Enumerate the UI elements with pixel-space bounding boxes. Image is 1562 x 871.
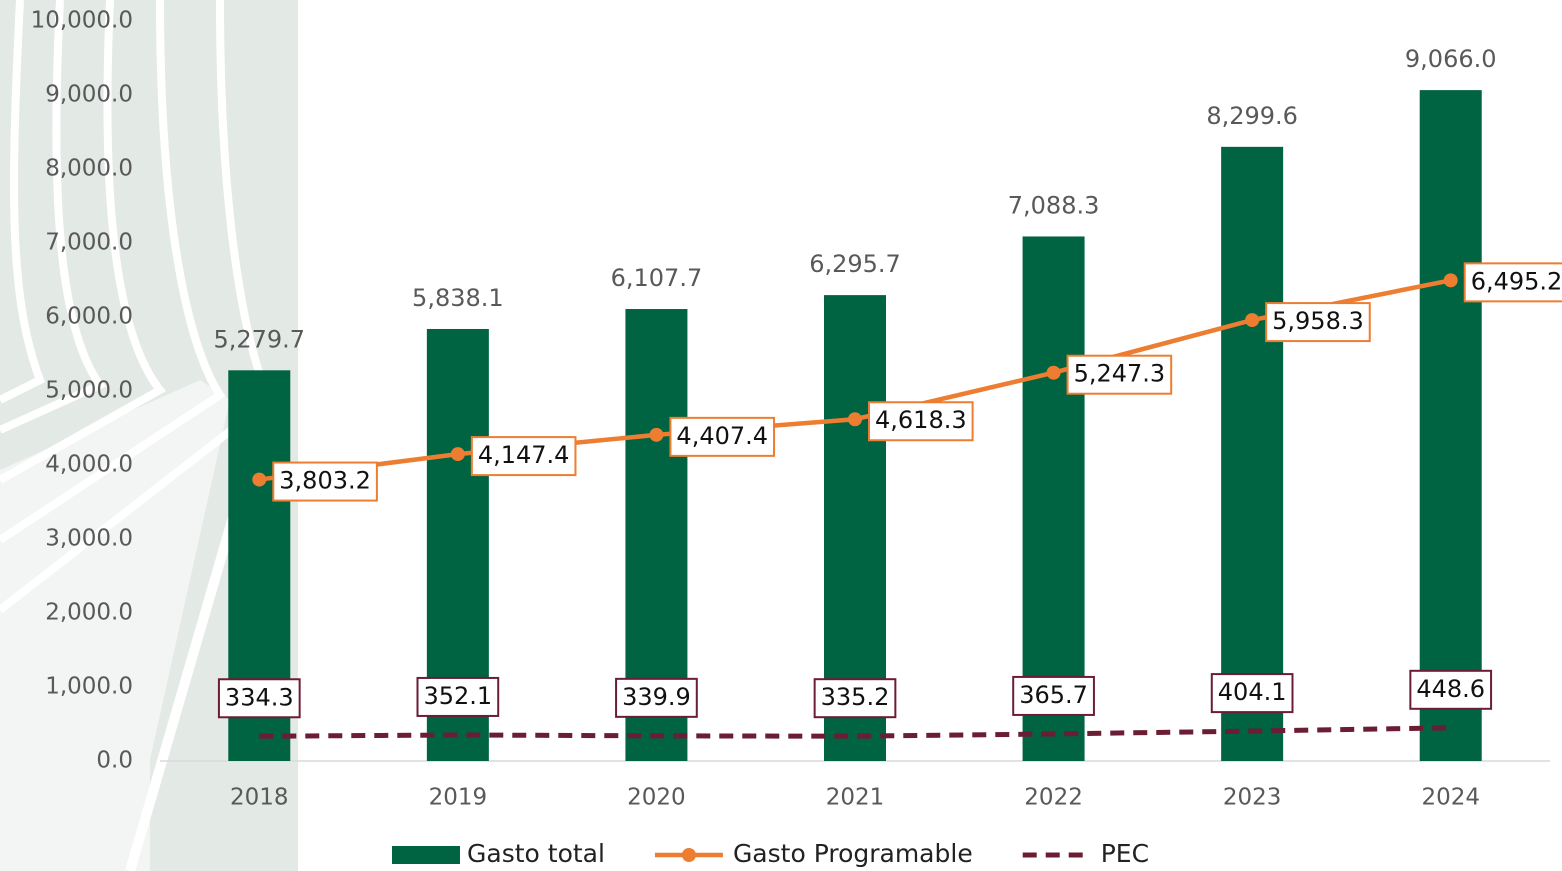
x-tick-label: 2022 bbox=[1024, 785, 1083, 811]
y-tick-label: 9,000.0 bbox=[45, 82, 133, 108]
bar-value-label: 8,299.6 bbox=[1206, 102, 1298, 130]
bar bbox=[1419, 90, 1482, 762]
bar-value-label: 6,107.7 bbox=[611, 264, 703, 292]
data-label-text: 5,958.3 bbox=[1272, 307, 1364, 335]
data-label: 334.3 bbox=[217, 678, 301, 719]
label-box bbox=[1463, 262, 1562, 303]
y-tick-label: 8,000.0 bbox=[45, 156, 133, 182]
line bbox=[259, 725, 1451, 739]
y-tick-label: 7,000.0 bbox=[45, 230, 133, 256]
data-label-text: 334.3 bbox=[225, 683, 294, 711]
bar-value-label: 6,295.7 bbox=[809, 250, 901, 278]
y-tick-label: 10,000.0 bbox=[31, 8, 133, 34]
data-label: 4,618.3 bbox=[868, 401, 974, 442]
data-label-text: 448.6 bbox=[1416, 675, 1485, 703]
data-label: 4,407.4 bbox=[669, 416, 776, 457]
line-point bbox=[450, 447, 465, 462]
line-point bbox=[1046, 365, 1061, 380]
data-label-text: 4,618.3 bbox=[875, 406, 967, 434]
label-box bbox=[868, 401, 974, 442]
data-label-text: 6,495.2 bbox=[1471, 267, 1562, 295]
bar bbox=[1221, 146, 1284, 762]
legend-marker bbox=[681, 848, 696, 862]
legend-label: PEC bbox=[1101, 839, 1149, 868]
legend-label: Gasto total bbox=[467, 839, 605, 868]
data-label-text: 4,407.4 bbox=[676, 422, 768, 450]
x-tick-label: 2020 bbox=[627, 785, 686, 811]
data-label-text: 4,147.4 bbox=[478, 441, 570, 469]
label-box bbox=[272, 461, 378, 502]
data-label: 5,247.3 bbox=[1066, 354, 1173, 395]
label-box bbox=[217, 678, 301, 719]
bar-value-label: 9,066.0 bbox=[1405, 45, 1497, 73]
y-tick-label: 6,000.0 bbox=[45, 304, 133, 330]
y-tick-label: 2,000.0 bbox=[45, 600, 133, 626]
data-label-text: 404.1 bbox=[1218, 678, 1287, 706]
label-box bbox=[1210, 673, 1294, 714]
line-point bbox=[252, 472, 267, 487]
x-tick-label: 2021 bbox=[826, 785, 885, 811]
x-tick-label: 2023 bbox=[1223, 785, 1282, 811]
label-box bbox=[470, 436, 577, 477]
data-label: 352.1 bbox=[416, 676, 500, 717]
data-label: 6,495.2 bbox=[1463, 262, 1562, 303]
data-label: 335.2 bbox=[813, 678, 897, 719]
line-point bbox=[649, 427, 664, 442]
data-label-text: 5,247.3 bbox=[1074, 360, 1166, 388]
bar-value-label: 5,838.1 bbox=[412, 284, 504, 312]
data-label-text: 365.7 bbox=[1019, 681, 1088, 709]
data-label: 339.9 bbox=[615, 677, 698, 718]
bar bbox=[1022, 236, 1085, 761]
label-box bbox=[1012, 675, 1095, 716]
label-box bbox=[416, 676, 500, 717]
data-label: 3,803.2 bbox=[272, 461, 378, 502]
label-box bbox=[1265, 302, 1371, 343]
label-box bbox=[1409, 669, 1493, 710]
line-point bbox=[1443, 273, 1458, 288]
label-box bbox=[615, 677, 698, 718]
bar-value-label: 5,279.7 bbox=[213, 325, 305, 353]
y-tick-label: 5,000.0 bbox=[45, 378, 133, 404]
y-tick-label: 3,000.0 bbox=[45, 526, 133, 552]
x-tick-label: 2024 bbox=[1421, 785, 1480, 811]
data-label: 365.7 bbox=[1012, 675, 1095, 716]
data-label: 404.1 bbox=[1210, 673, 1294, 714]
line-point bbox=[1245, 313, 1260, 328]
data-label-text: 3,803.2 bbox=[279, 467, 371, 495]
data-label-text: 339.9 bbox=[622, 683, 691, 711]
x-tick-label: 2018 bbox=[230, 785, 289, 811]
label-box bbox=[813, 678, 897, 719]
data-label: 448.6 bbox=[1409, 669, 1493, 710]
line-point bbox=[848, 412, 862, 427]
data-label: 5,958.3 bbox=[1265, 302, 1371, 343]
label-box bbox=[669, 416, 776, 457]
y-tick-label: 1,000.0 bbox=[45, 674, 133, 700]
x-tick-label: 2019 bbox=[429, 785, 488, 811]
bar-value-label: 7,088.3 bbox=[1008, 191, 1100, 219]
y-tick-label: 4,000.0 bbox=[45, 452, 133, 478]
data-label-text: 335.2 bbox=[821, 683, 890, 711]
legend-swatch bbox=[392, 846, 460, 864]
data-label-text: 352.1 bbox=[423, 682, 492, 710]
legend-label: Gasto Programable bbox=[733, 839, 973, 868]
data-label: 4,147.4 bbox=[470, 436, 577, 477]
y-tick-label: 0.0 bbox=[96, 748, 133, 774]
label-box bbox=[1066, 354, 1173, 395]
